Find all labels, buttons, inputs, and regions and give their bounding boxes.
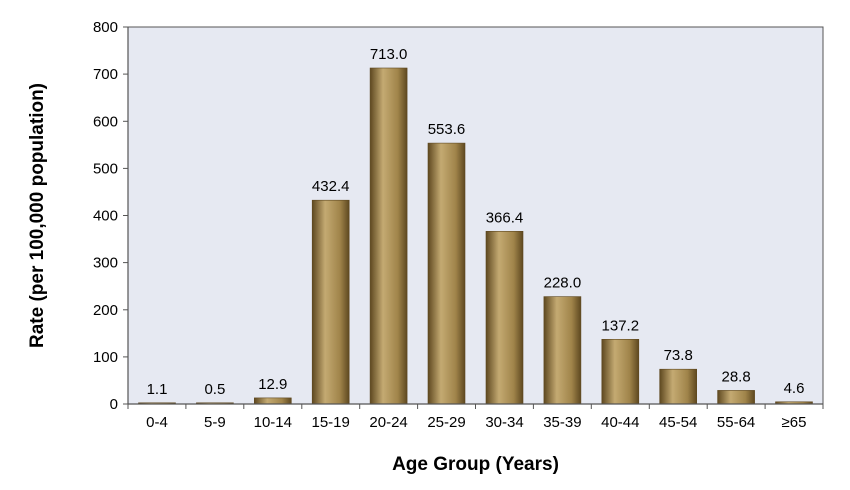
bar bbox=[311, 199, 350, 405]
x-tick-label: 5-9 bbox=[204, 414, 226, 431]
data-label: 28.8 bbox=[721, 368, 750, 385]
x-tick-label: ≥65 bbox=[782, 414, 807, 431]
data-label: 366.4 bbox=[486, 209, 524, 226]
y-tick-label: 700 bbox=[93, 66, 118, 83]
plot-area bbox=[127, 26, 824, 405]
y-tick-label: 100 bbox=[93, 349, 118, 366]
y-tick-label: 800 bbox=[93, 19, 118, 36]
y-tick-label: 400 bbox=[93, 208, 118, 225]
labels-group: 1.1 0-4 0.5 5-9 12.9 10-14 432.4 15-19 713.0 20-2… bbox=[93, 19, 806, 431]
x-tick-label: 0-4 bbox=[146, 414, 168, 431]
bar bbox=[717, 390, 755, 405]
bar bbox=[485, 231, 524, 405]
bar bbox=[427, 142, 466, 405]
y-tick-label: 200 bbox=[93, 302, 118, 319]
data-label: 553.6 bbox=[428, 121, 466, 138]
axes-group bbox=[123, 26, 824, 409]
data-label: 73.8 bbox=[664, 347, 693, 364]
x-tick-label: 55-64 bbox=[717, 414, 755, 431]
x-tick-label: 10-14 bbox=[254, 414, 292, 431]
data-label: 713.0 bbox=[370, 46, 408, 63]
x-tick-label: 20-24 bbox=[369, 414, 407, 431]
y-tick-label: 300 bbox=[93, 255, 118, 272]
x-tick-label: 15-19 bbox=[312, 414, 350, 431]
x-tick-label: 25-29 bbox=[427, 414, 465, 431]
x-tick-label: 45-54 bbox=[659, 414, 697, 431]
bars-group bbox=[138, 67, 813, 405]
bar bbox=[659, 368, 698, 405]
bar bbox=[369, 67, 408, 405]
x-axis-title: Age Group (Years) bbox=[392, 454, 559, 475]
x-tick-label: 40-44 bbox=[601, 414, 639, 431]
y-axis-title: Rate (per 100,000 population) bbox=[27, 83, 48, 348]
data-label: 137.2 bbox=[602, 317, 640, 334]
data-label: 432.4 bbox=[312, 178, 350, 195]
data-label: 1.1 bbox=[147, 381, 168, 398]
bar bbox=[254, 397, 292, 405]
data-label: 12.9 bbox=[258, 376, 287, 393]
data-label: 228.0 bbox=[544, 275, 582, 292]
data-label: 4.6 bbox=[784, 380, 805, 397]
bar bbox=[543, 296, 582, 405]
y-tick-label: 600 bbox=[93, 113, 118, 130]
y-tick-label: 500 bbox=[93, 160, 118, 177]
x-tick-label: 30-34 bbox=[485, 414, 523, 431]
y-tick-label: 0 bbox=[110, 396, 118, 413]
data-label: 0.5 bbox=[204, 381, 225, 398]
x-tick-label: 35-39 bbox=[543, 414, 581, 431]
bar bbox=[601, 338, 640, 405]
